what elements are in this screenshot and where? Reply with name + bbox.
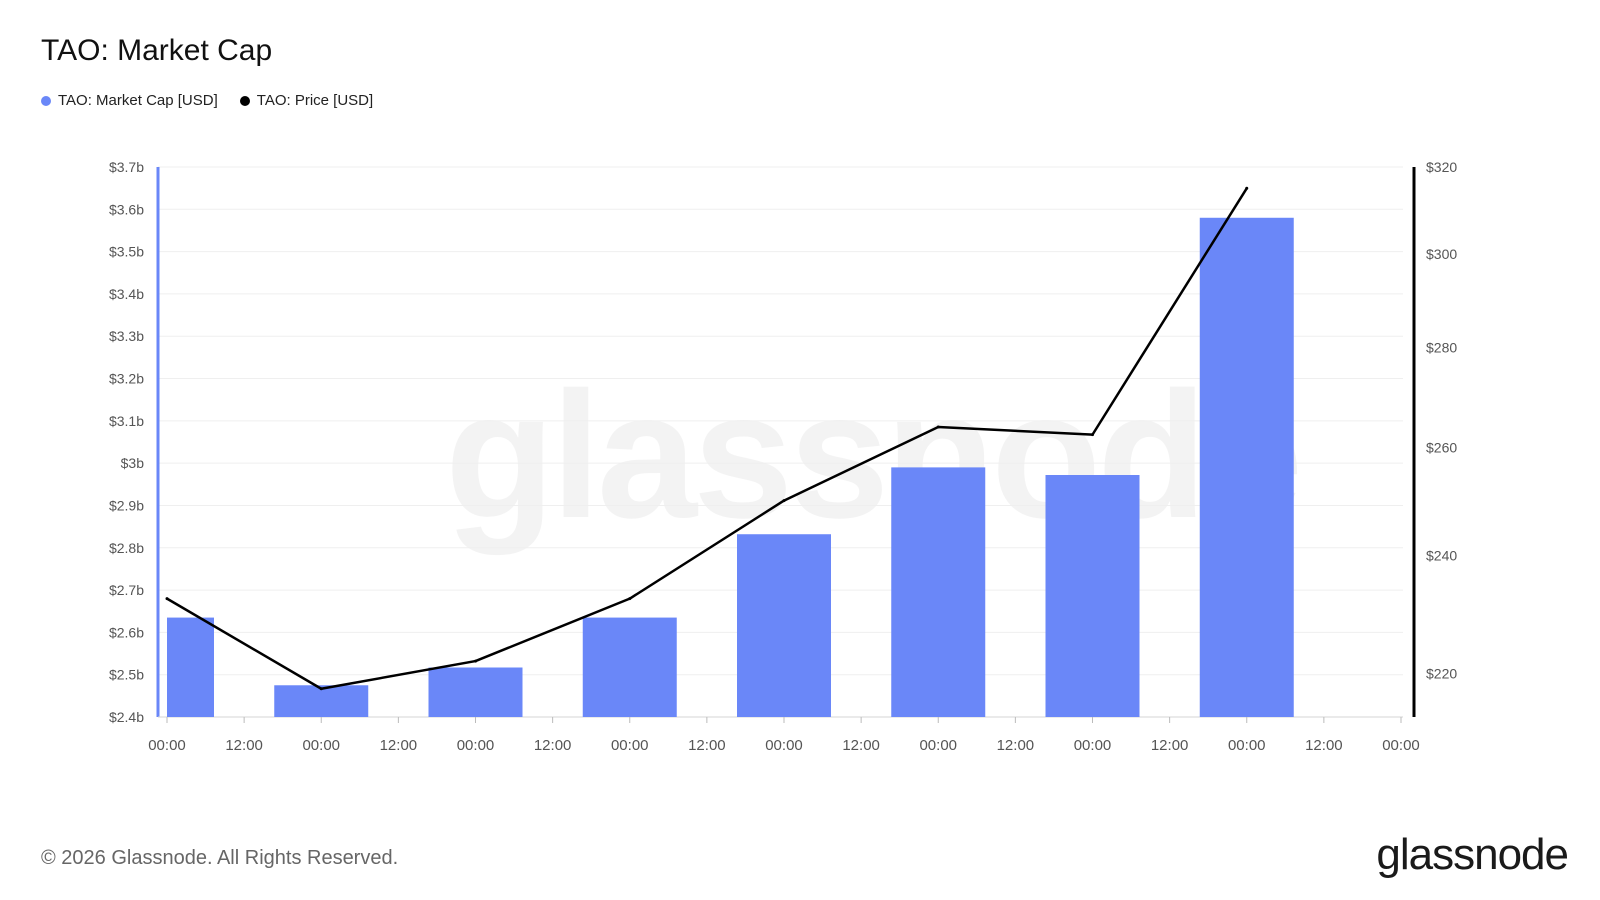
legend-item-price[interactable]: TAO: Price [USD] [239,92,374,109]
y-left-tick-label: $2.5b [109,667,144,683]
x-tick-label: 00:00 [611,737,649,754]
x-tick-label: 12:00 [688,737,726,754]
y-right-tick-label: $220 [1426,665,1457,681]
x-tick-label: 12:00 [1305,737,1343,754]
x-tick-label: 12:00 [1151,737,1189,754]
price-point [1091,433,1094,437]
market-cap-bar [167,617,214,717]
y-left-tick-label: $2.6b [109,624,144,640]
y-right-tick-label: $300 [1426,246,1457,262]
price-point [474,659,477,663]
y-right-tick-label: $280 [1426,339,1457,355]
x-tick-label: 00:00 [302,737,340,754]
market-cap-bar [1199,217,1294,717]
market-cap-bar [274,685,369,717]
market-cap-bar [1045,475,1140,717]
y-left-tick-label: $2.8b [109,540,144,556]
y-left-tick-label: $3.5b [109,244,144,260]
x-tick-label: 12:00 [842,737,880,754]
x-tick-label: 00:00 [1382,737,1420,754]
market-cap-bar [737,534,831,717]
glassnode-logo[interactable]: glassnode [1376,830,1569,879]
y-right-tick-label: $240 [1426,548,1457,564]
y-left-tick-label: $3.2b [109,371,144,387]
price-point [936,425,940,429]
y-left-tick-label: $2.9b [109,497,144,513]
y-left-tick-label: $3.6b [109,201,144,217]
x-tick-label: 12:00 [997,737,1035,754]
legend-label-price: TAO: Price [USD] [256,92,374,109]
chart-title: TAO: Market Cap [41,34,273,67]
y-left-tick-label: $2.7b [109,582,144,598]
x-tick-label: 12:00 [534,737,572,754]
x-tick-label: 00:00 [765,737,803,754]
x-tick-label: 00:00 [148,737,186,754]
x-tick-label: 00:00 [1228,737,1266,754]
x-tick-label: 00:00 [1074,737,1112,754]
y-left-tick-label: $3.4b [109,286,144,302]
y-left-tick-label: $2.4b [109,709,144,725]
market-cap-bar [891,467,986,717]
legend-item-market-cap[interactable]: TAO: Market Cap [USD] [41,92,218,109]
x-tick-label: 00:00 [457,737,495,754]
price-point [782,499,786,503]
x-tick-label: 00:00 [919,737,957,754]
x-tick-label: 12:00 [380,737,418,754]
x-tick-label: 12:00 [225,737,263,754]
y-left-tick-label: $3b [121,455,145,471]
chart-area: $2.4b $2.5b $2.6b $2.7b $2.8b $2.9b $3b $3.1b $3… [109,159,1457,754]
price-line [166,187,1248,690]
legend-label-market-cap: TAO: Market Cap [USD] [58,92,218,109]
market-cap-bar [428,667,523,717]
y-right-tick-label: $320 [1426,159,1457,175]
price-point [628,597,632,601]
legend-dot-market-cap [41,95,51,106]
market-cap-bar [582,617,677,717]
legend-dot-price [239,95,250,106]
price-point [1245,186,1249,190]
legend: TAO: Market Cap [USD] TAO: Price [USD] [41,92,373,109]
y-left-tick-label: $3.1b [109,413,144,429]
price-point [319,687,323,691]
y-left-tick-label: $3.7b [109,159,144,175]
copyright-text: © 2026 Glassnode. All Rights Reserved. [41,847,399,869]
y-left-tick-label: $3.3b [109,328,144,344]
price-point [165,597,169,601]
y-right-tick-label: $260 [1426,440,1457,456]
